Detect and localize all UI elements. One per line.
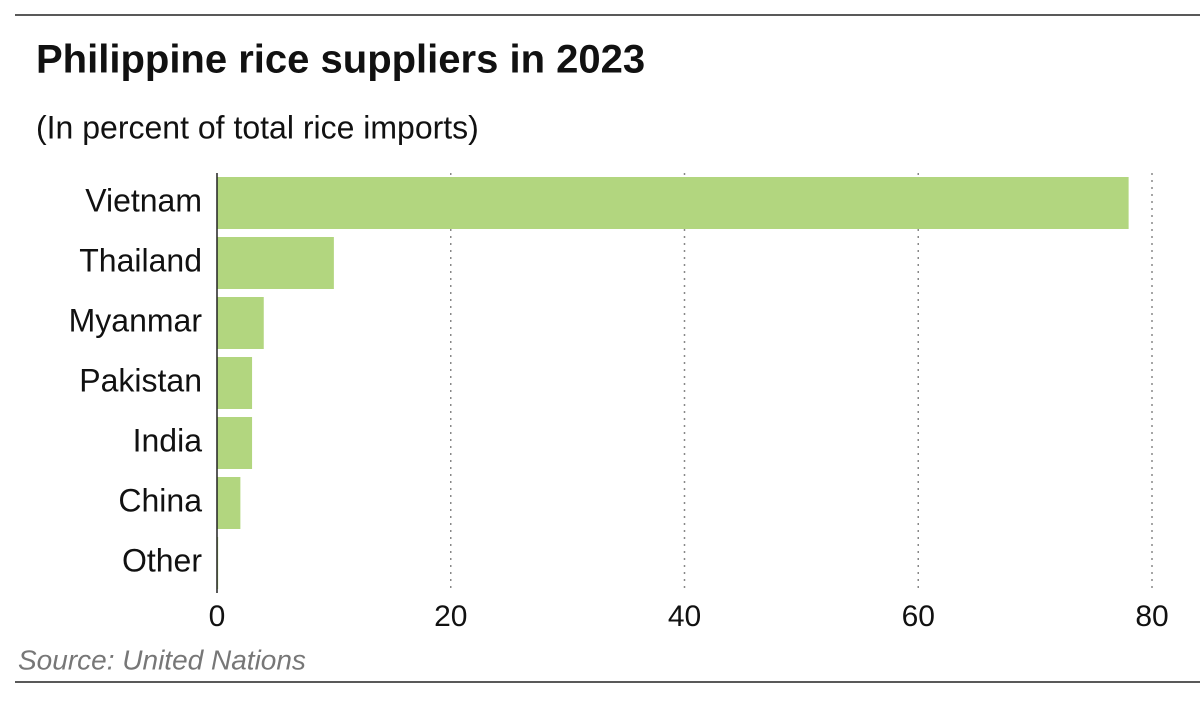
- y-tick-label: Vietnam: [85, 182, 202, 218]
- y-tick-label: Thailand: [79, 242, 202, 278]
- x-tick-label: 60: [902, 600, 935, 633]
- x-tick-label: 40: [668, 600, 701, 633]
- bar: [217, 237, 334, 289]
- y-tick-label: China: [118, 482, 202, 518]
- y-tick-label: Myanmar: [69, 302, 203, 338]
- chart-subtitle: (In percent of total rice imports): [36, 109, 479, 145]
- y-tick-label: Pakistan: [79, 362, 202, 398]
- chart-title: Philippine rice suppliers in 2023: [36, 38, 645, 82]
- y-tick-label: India: [133, 422, 203, 458]
- bar: [217, 417, 253, 469]
- bar: [217, 177, 1129, 229]
- source: Source: United Nations: [18, 644, 306, 675]
- x-tick-label: 80: [1135, 600, 1168, 633]
- bar: [217, 297, 264, 349]
- y-tick-label: Other: [122, 542, 202, 578]
- x-tick-label: 0: [209, 600, 226, 633]
- bar: [217, 357, 253, 409]
- bar: [217, 477, 241, 529]
- x-tick-label: 20: [434, 600, 467, 633]
